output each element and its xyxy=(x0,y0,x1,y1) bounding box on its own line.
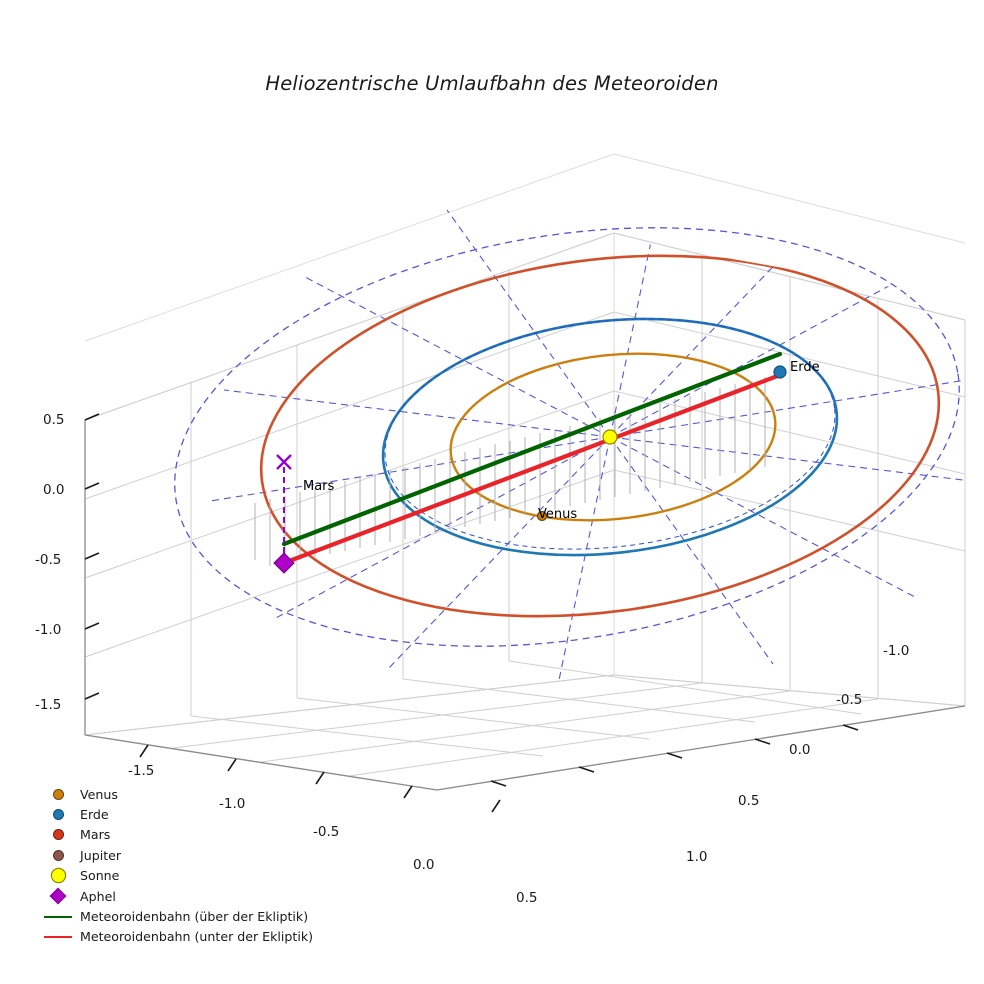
pane-left-wall xyxy=(84,153,615,736)
marker-erde xyxy=(773,365,787,379)
legend-item-aphel[interactable]: Aphel xyxy=(36,886,336,906)
y-tick-3: 0.5 xyxy=(738,793,760,809)
legend-item-trajectory-below[interactable]: Meteoroidenbahn (unter der Ekliptik) xyxy=(36,927,336,947)
marker-sonne xyxy=(602,429,618,445)
pane-floor xyxy=(84,660,966,791)
z-tick-2: -0.5 xyxy=(35,552,62,568)
legend-label-aphel: Aphel xyxy=(80,888,116,904)
y-tick-2: 0.0 xyxy=(789,742,811,758)
legend-label-trajectory-above: Meteoroidenbahn (über der Ekliptik) xyxy=(80,909,309,925)
x-tick-4: 0.5 xyxy=(516,890,538,906)
marker-aphel xyxy=(273,552,295,574)
legend-item-sonne[interactable]: Sonne xyxy=(36,866,336,886)
venus-marker-icon xyxy=(36,789,80,799)
orbit-venus xyxy=(449,352,777,522)
x-tick-3: 0.0 xyxy=(413,857,435,873)
legend-label-trajectory-below: Meteoroidenbahn (unter der Ekliptik) xyxy=(80,929,314,945)
green-line-icon xyxy=(36,915,80,918)
sonne-marker-icon xyxy=(36,869,80,883)
legend-label-erde: Erde xyxy=(80,807,109,823)
label-erde: Erde xyxy=(790,360,820,375)
z-tick-3: -1.0 xyxy=(35,622,62,638)
z-tick-4: -1.5 xyxy=(35,697,62,713)
legend-item-erde[interactable]: Erde xyxy=(36,804,336,824)
aphel-connector xyxy=(276,454,292,563)
chart-title: Heliozentrische Umlaufbahn des Meteoroid… xyxy=(265,72,719,95)
radial-grid-lines xyxy=(209,193,965,681)
mars-marker-icon xyxy=(36,830,80,840)
axis-y-spine xyxy=(436,705,966,791)
legend-label-sonne: Sonne xyxy=(80,868,120,884)
trajectory-stems xyxy=(254,377,766,566)
label-venus: Venus xyxy=(538,507,578,522)
z-tick-1: 0.0 xyxy=(43,482,65,498)
legend: Venus Erde Mars Jupiter Sonne xyxy=(36,784,336,947)
x-tick-1: -1.0 xyxy=(219,796,246,812)
legend-item-trajectory-above[interactable]: Meteoroidenbahn (über der Ekliptik) xyxy=(36,906,336,926)
trajectory-below-ecliptic xyxy=(281,372,783,566)
red-line-icon xyxy=(36,935,80,938)
y-tick-4: 1.0 xyxy=(686,849,708,865)
axis-z-ticks xyxy=(84,413,100,700)
erde-marker-icon xyxy=(36,810,80,820)
jupiter-marker-icon xyxy=(36,850,80,860)
legend-label-jupiter: Jupiter xyxy=(80,847,122,863)
trajectory-above-ecliptic xyxy=(281,351,783,547)
legend-label-mars: Mars xyxy=(80,827,111,843)
y-tick-1: -0.5 xyxy=(836,692,863,708)
y-tick-0: -1.0 xyxy=(883,643,910,659)
pane-right-wall xyxy=(613,153,966,707)
x-tick-2: -0.5 xyxy=(313,824,340,840)
orbit-mars xyxy=(259,254,941,618)
orbit-erde xyxy=(381,317,839,557)
legend-item-mars[interactable]: Mars xyxy=(36,825,336,845)
label-mars: Mars xyxy=(303,479,335,494)
z-tick-0: 0.5 xyxy=(43,412,65,428)
legend-label-venus: Venus xyxy=(80,786,118,802)
legend-item-venus[interactable]: Venus xyxy=(36,784,336,804)
aphel-projection-x-icon xyxy=(276,454,292,470)
legend-item-jupiter[interactable]: Jupiter xyxy=(36,845,336,865)
x-tick-0: -1.5 xyxy=(128,763,155,779)
orbit-jupiter xyxy=(174,227,960,647)
aphel-marker-icon xyxy=(36,889,80,904)
